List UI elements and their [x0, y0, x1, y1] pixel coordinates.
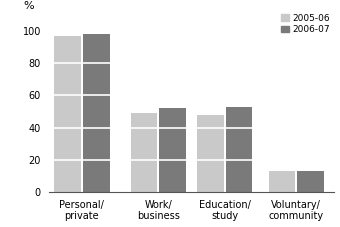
- Bar: [54, 36, 81, 192]
- Bar: [197, 115, 224, 192]
- Legend: 2005-06, 2006-07: 2005-06, 2006-07: [282, 14, 330, 34]
- Bar: [159, 108, 186, 192]
- Bar: [131, 113, 157, 192]
- Bar: [83, 34, 109, 192]
- Bar: [269, 171, 295, 192]
- Y-axis label: %: %: [23, 1, 34, 11]
- Bar: [226, 107, 253, 192]
- Bar: [297, 171, 324, 192]
